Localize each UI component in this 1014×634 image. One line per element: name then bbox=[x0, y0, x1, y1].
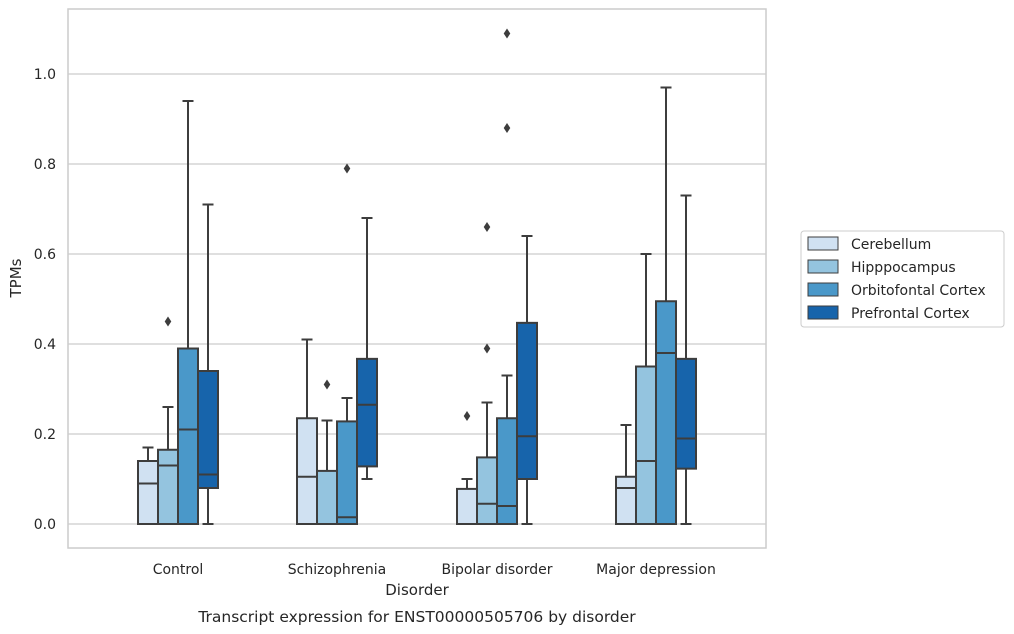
legend-label: Prefrontal Cortex bbox=[851, 306, 970, 322]
box-3-3 bbox=[675, 194, 697, 525]
legend-swatch bbox=[807, 305, 839, 320]
box-body bbox=[496, 417, 518, 525]
box-body bbox=[456, 487, 478, 525]
legend-swatch bbox=[807, 282, 839, 297]
legend: Cerebellum Hipppocampus Orbitofontal Corte… bbox=[800, 230, 1005, 328]
box-groups bbox=[137, 28, 697, 525]
x-tick-label: Bipolar disorder bbox=[441, 562, 552, 578]
outlier-point bbox=[164, 316, 172, 327]
x-tick-label: Major depression bbox=[596, 562, 716, 578]
box-1-3 bbox=[356, 217, 378, 480]
box-body bbox=[316, 469, 338, 525]
box-0-3 bbox=[197, 203, 219, 525]
outlier-point bbox=[483, 222, 491, 232]
box-body bbox=[137, 460, 159, 525]
x-tick-label: Control bbox=[153, 562, 204, 578]
legend-label: Hipppocampus bbox=[851, 260, 956, 276]
box-body bbox=[157, 448, 179, 525]
x-tick-label: Schizophrenia bbox=[288, 562, 386, 578]
legend-swatch bbox=[807, 259, 839, 274]
box-body bbox=[336, 420, 358, 525]
box-body bbox=[476, 456, 498, 525]
box-2-0 bbox=[456, 411, 478, 525]
y-tick-label: 0.2 bbox=[34, 427, 56, 443]
y-tick-label: 0.6 bbox=[34, 247, 56, 263]
box-0-2 bbox=[177, 100, 199, 525]
box-body bbox=[635, 365, 657, 525]
box-3-1 bbox=[635, 253, 657, 525]
box-body bbox=[197, 370, 219, 489]
outlier-point bbox=[323, 379, 331, 390]
box-body bbox=[615, 475, 637, 525]
y-tick-label: 1.0 bbox=[34, 67, 56, 83]
x-tick-labels: Control Schizophrenia Bipolar disorder Majo… bbox=[153, 562, 716, 578]
box-1-2 bbox=[336, 163, 358, 525]
y-tick-label: 0.0 bbox=[34, 517, 56, 533]
box-body bbox=[516, 321, 538, 480]
x-axis-label: Disorder bbox=[385, 581, 449, 599]
outlier-point bbox=[503, 28, 511, 39]
legend-label: Cerebellum bbox=[851, 237, 931, 253]
chart-caption: Transcript expression for ENST0000050570… bbox=[197, 608, 636, 626]
box-1-0 bbox=[296, 338, 318, 525]
outlier-point bbox=[463, 411, 471, 421]
box-2-3 bbox=[516, 235, 538, 525]
box-body bbox=[655, 300, 677, 525]
box-body bbox=[356, 357, 378, 468]
box-3-0 bbox=[615, 424, 637, 525]
legend-swatch bbox=[807, 236, 839, 251]
y-tick-labels: 0.0 0.2 0.4 0.6 0.8 1.0 bbox=[34, 67, 56, 533]
y-axis-label: TPMs bbox=[7, 258, 25, 298]
box-body bbox=[177, 347, 199, 525]
outlier-point bbox=[503, 123, 511, 133]
y-tick-label: 0.8 bbox=[34, 157, 56, 173]
plot-frame bbox=[67, 8, 767, 549]
legend-label: Orbitofontal Cortex bbox=[851, 283, 986, 299]
outlier-point bbox=[483, 343, 491, 354]
y-tick-label: 0.4 bbox=[34, 337, 56, 353]
outlier-point bbox=[343, 163, 351, 174]
legend-frame bbox=[800, 230, 1005, 328]
box-body bbox=[296, 417, 318, 525]
box-body bbox=[675, 357, 697, 470]
box-3-2 bbox=[655, 86, 677, 525]
